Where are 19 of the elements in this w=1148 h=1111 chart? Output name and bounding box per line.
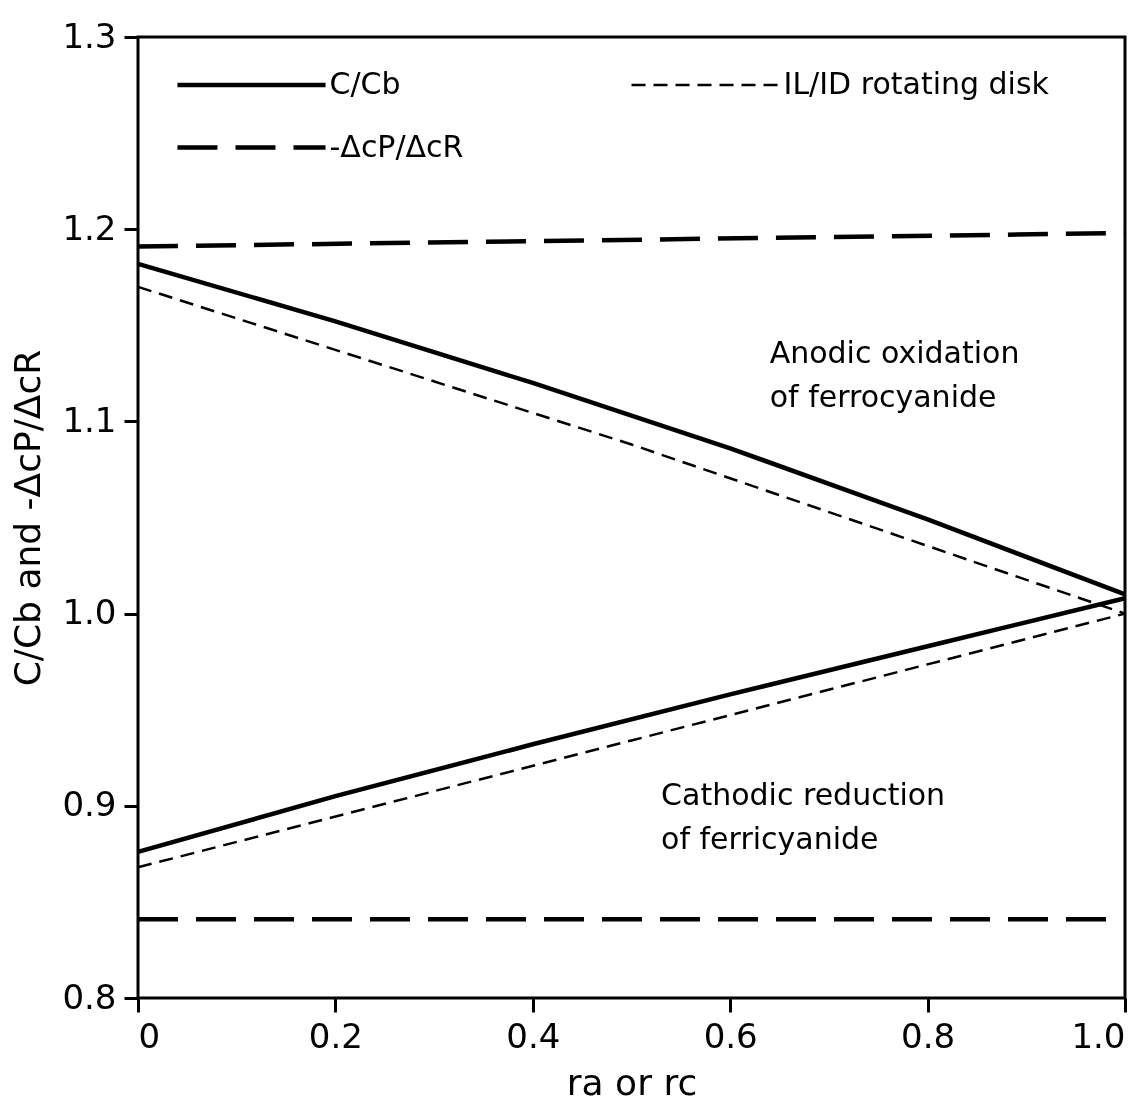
y-tick-label: 0.8: [62, 976, 117, 1017]
x-tick-label: 0.6: [703, 1015, 758, 1056]
x-tick-label: 0.8: [901, 1015, 956, 1056]
legend-label: C/Cb: [329, 66, 401, 102]
y-tick-label: 1.0: [62, 592, 117, 633]
x-tick-label: 1.0: [1071, 1015, 1126, 1056]
y-axis-title: C/Cb and -ΔcP/ΔcR: [7, 349, 49, 687]
x-tick-label: 0.2: [308, 1015, 363, 1056]
annotation: Anodic oxidation of ferrocyanide: [769, 335, 1020, 415]
y-tick-label: 0.9: [62, 784, 117, 825]
y-tick-label: 1.1: [62, 399, 117, 440]
x-tick-label: 0.4: [506, 1015, 561, 1056]
legend-label: IL/ID rotating disk: [783, 66, 1050, 102]
x-axis-title: ra or rc: [566, 1061, 698, 1103]
x-tick-label: 0: [138, 1015, 161, 1056]
annotation: Cathodic reduction of ferricyanide: [661, 777, 946, 857]
y-tick-label: 1.2: [62, 207, 117, 248]
legend-label: -ΔcP/ΔcR: [329, 128, 464, 164]
y-tick-label: 1.3: [62, 15, 117, 56]
